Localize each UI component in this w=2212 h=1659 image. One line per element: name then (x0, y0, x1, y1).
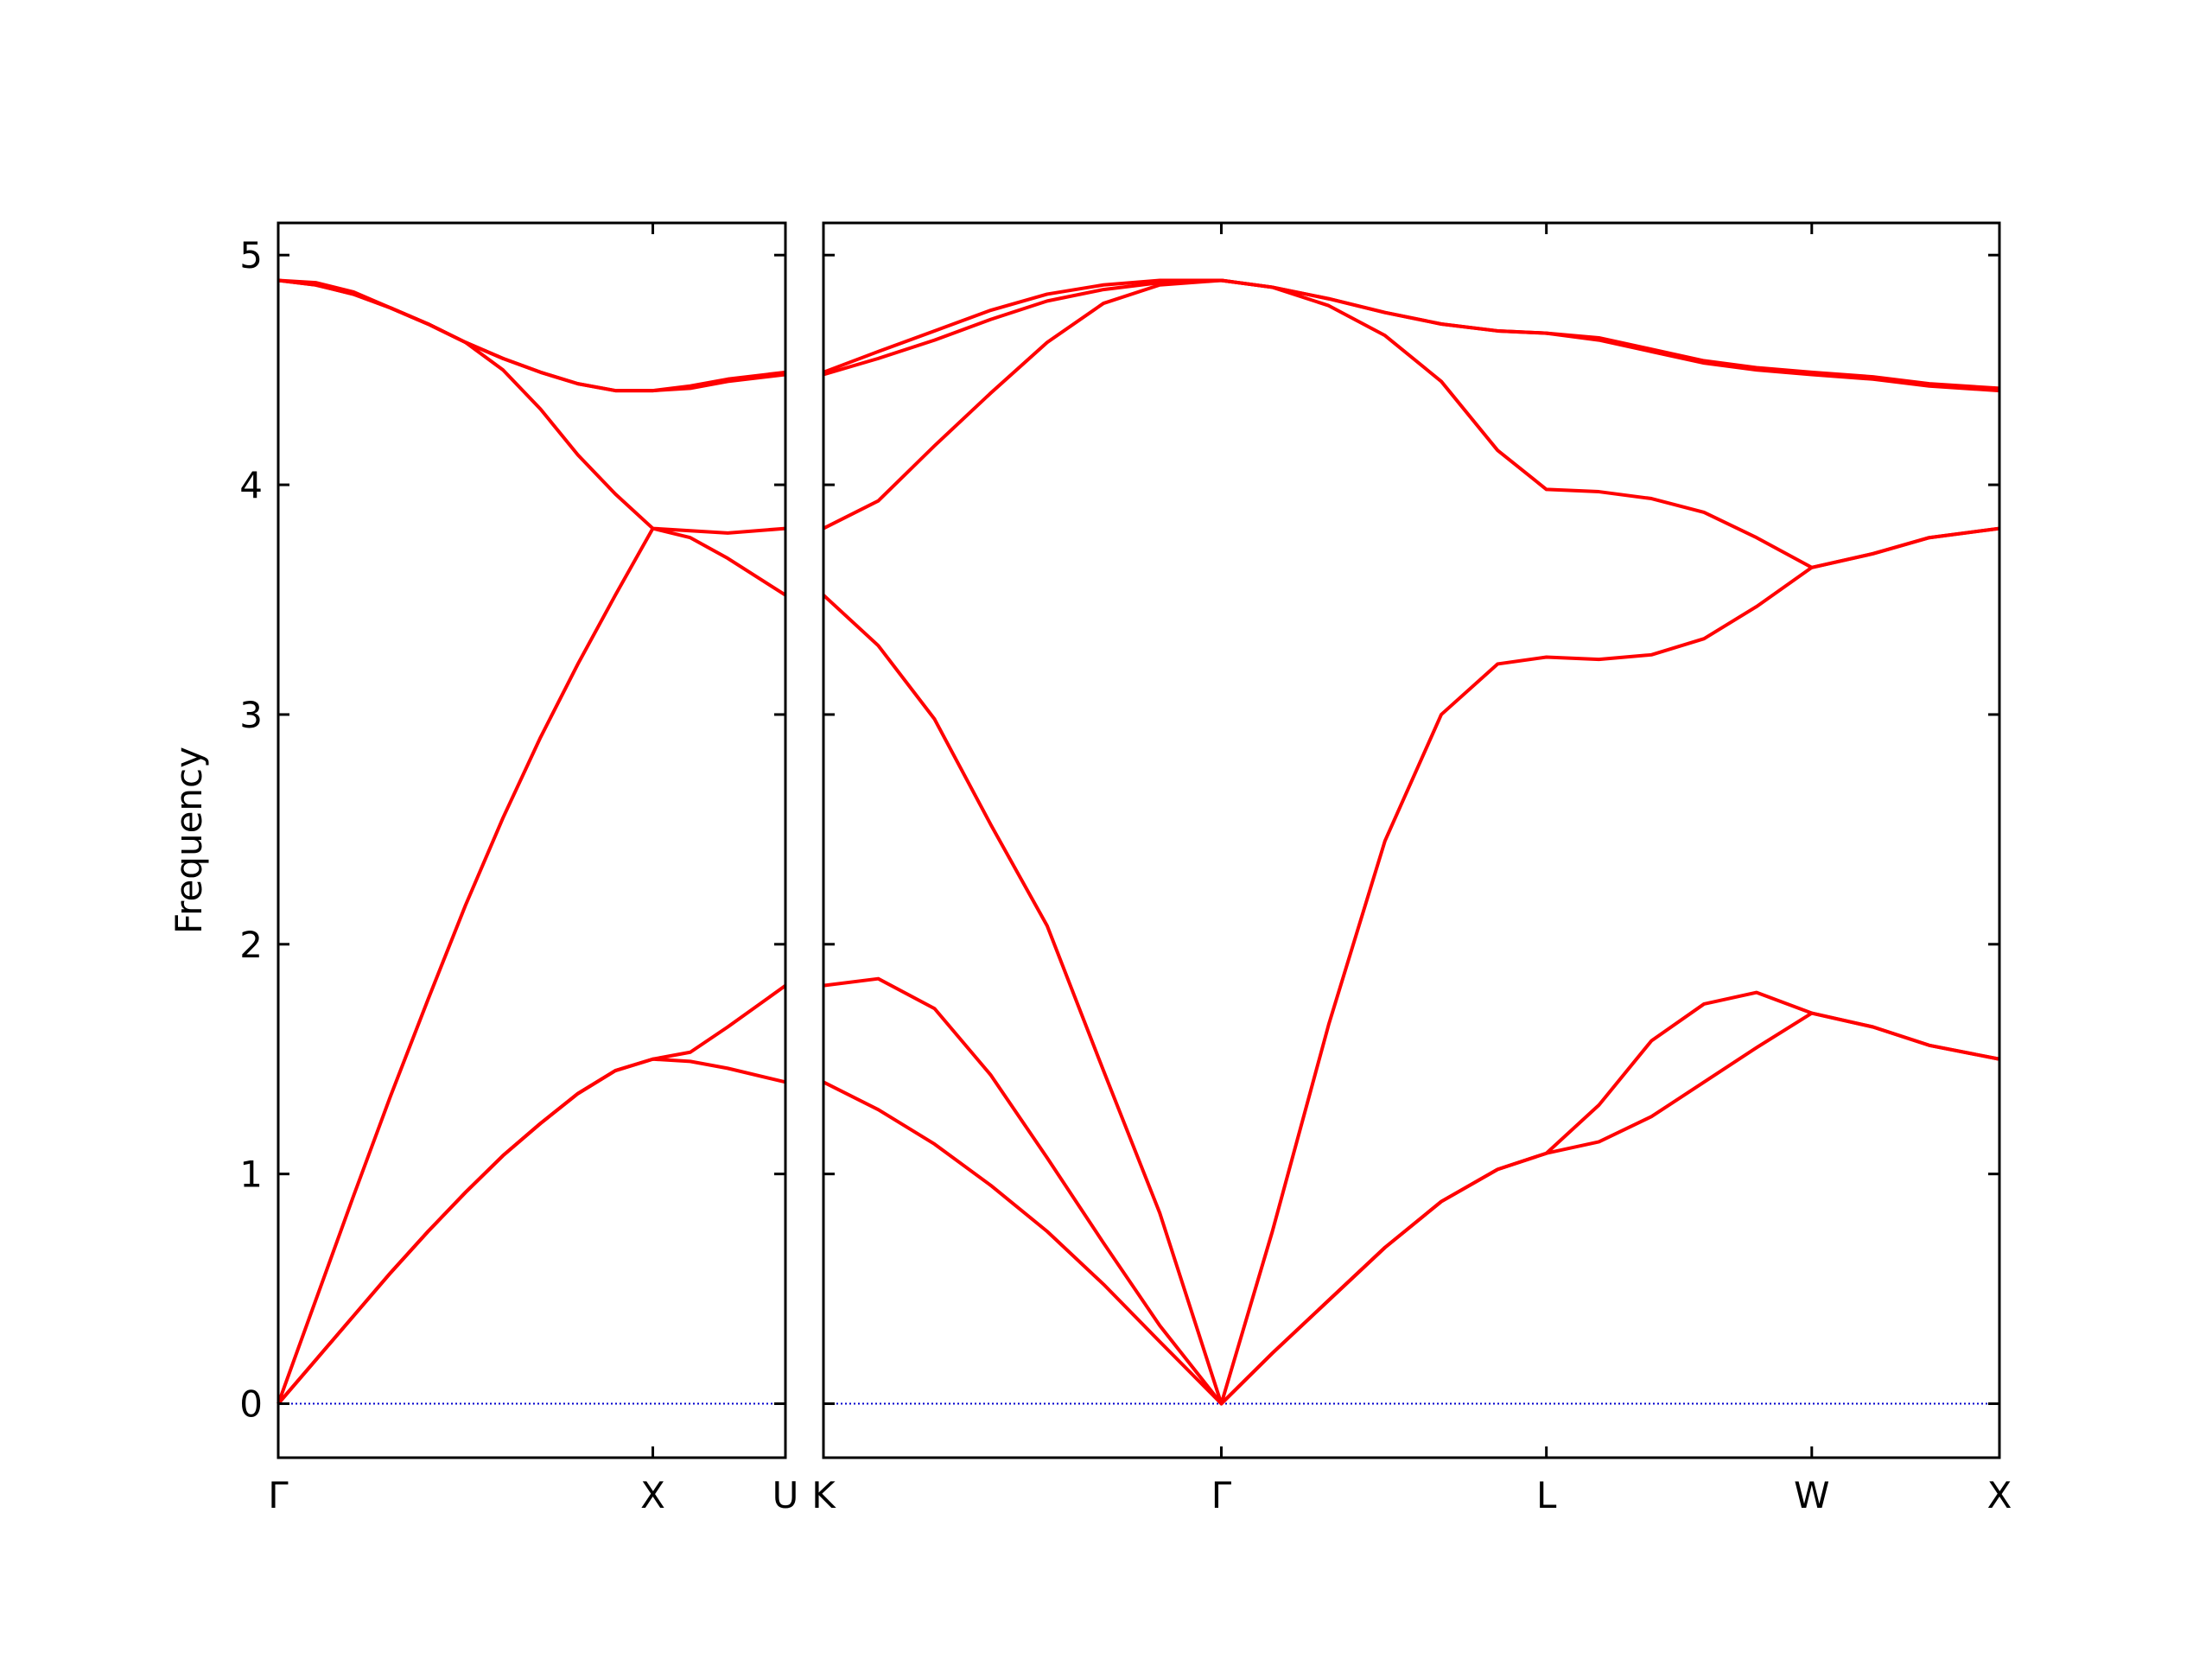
x-tick-label: U (772, 1474, 799, 1516)
x-tick-label: Γ (268, 1474, 289, 1516)
plot-frame (822, 221, 2001, 1459)
y-tick-label: 1 (239, 1154, 263, 1196)
band-line (277, 278, 786, 393)
band-line (277, 278, 786, 535)
y-tick-label: 4 (239, 464, 263, 506)
x-tick-label: W (1794, 1474, 1830, 1516)
x-tick-label: X (1987, 1474, 2012, 1516)
y-tick-label: 5 (239, 234, 263, 276)
x-tick-label: X (640, 1474, 665, 1516)
x-tick-label: Γ (1211, 1474, 1232, 1516)
y-tick-label: 0 (239, 1383, 263, 1426)
y-tick-label: 2 (239, 924, 263, 966)
plot-frame (276, 221, 787, 1459)
band-line (823, 278, 2000, 391)
band-line (276, 984, 787, 1405)
x-tick-label: L (1536, 1474, 1557, 1516)
band-line (822, 526, 2000, 1406)
band-line (276, 1057, 786, 1405)
band-line (277, 278, 786, 393)
band-line (823, 976, 2000, 1406)
x-tick-label: K (811, 1474, 836, 1516)
band-line (823, 278, 2000, 569)
band-line (823, 1011, 2000, 1406)
y-axis-label: Frequency (168, 747, 210, 934)
y-tick-label: 3 (239, 694, 263, 736)
band-line (276, 526, 787, 1405)
